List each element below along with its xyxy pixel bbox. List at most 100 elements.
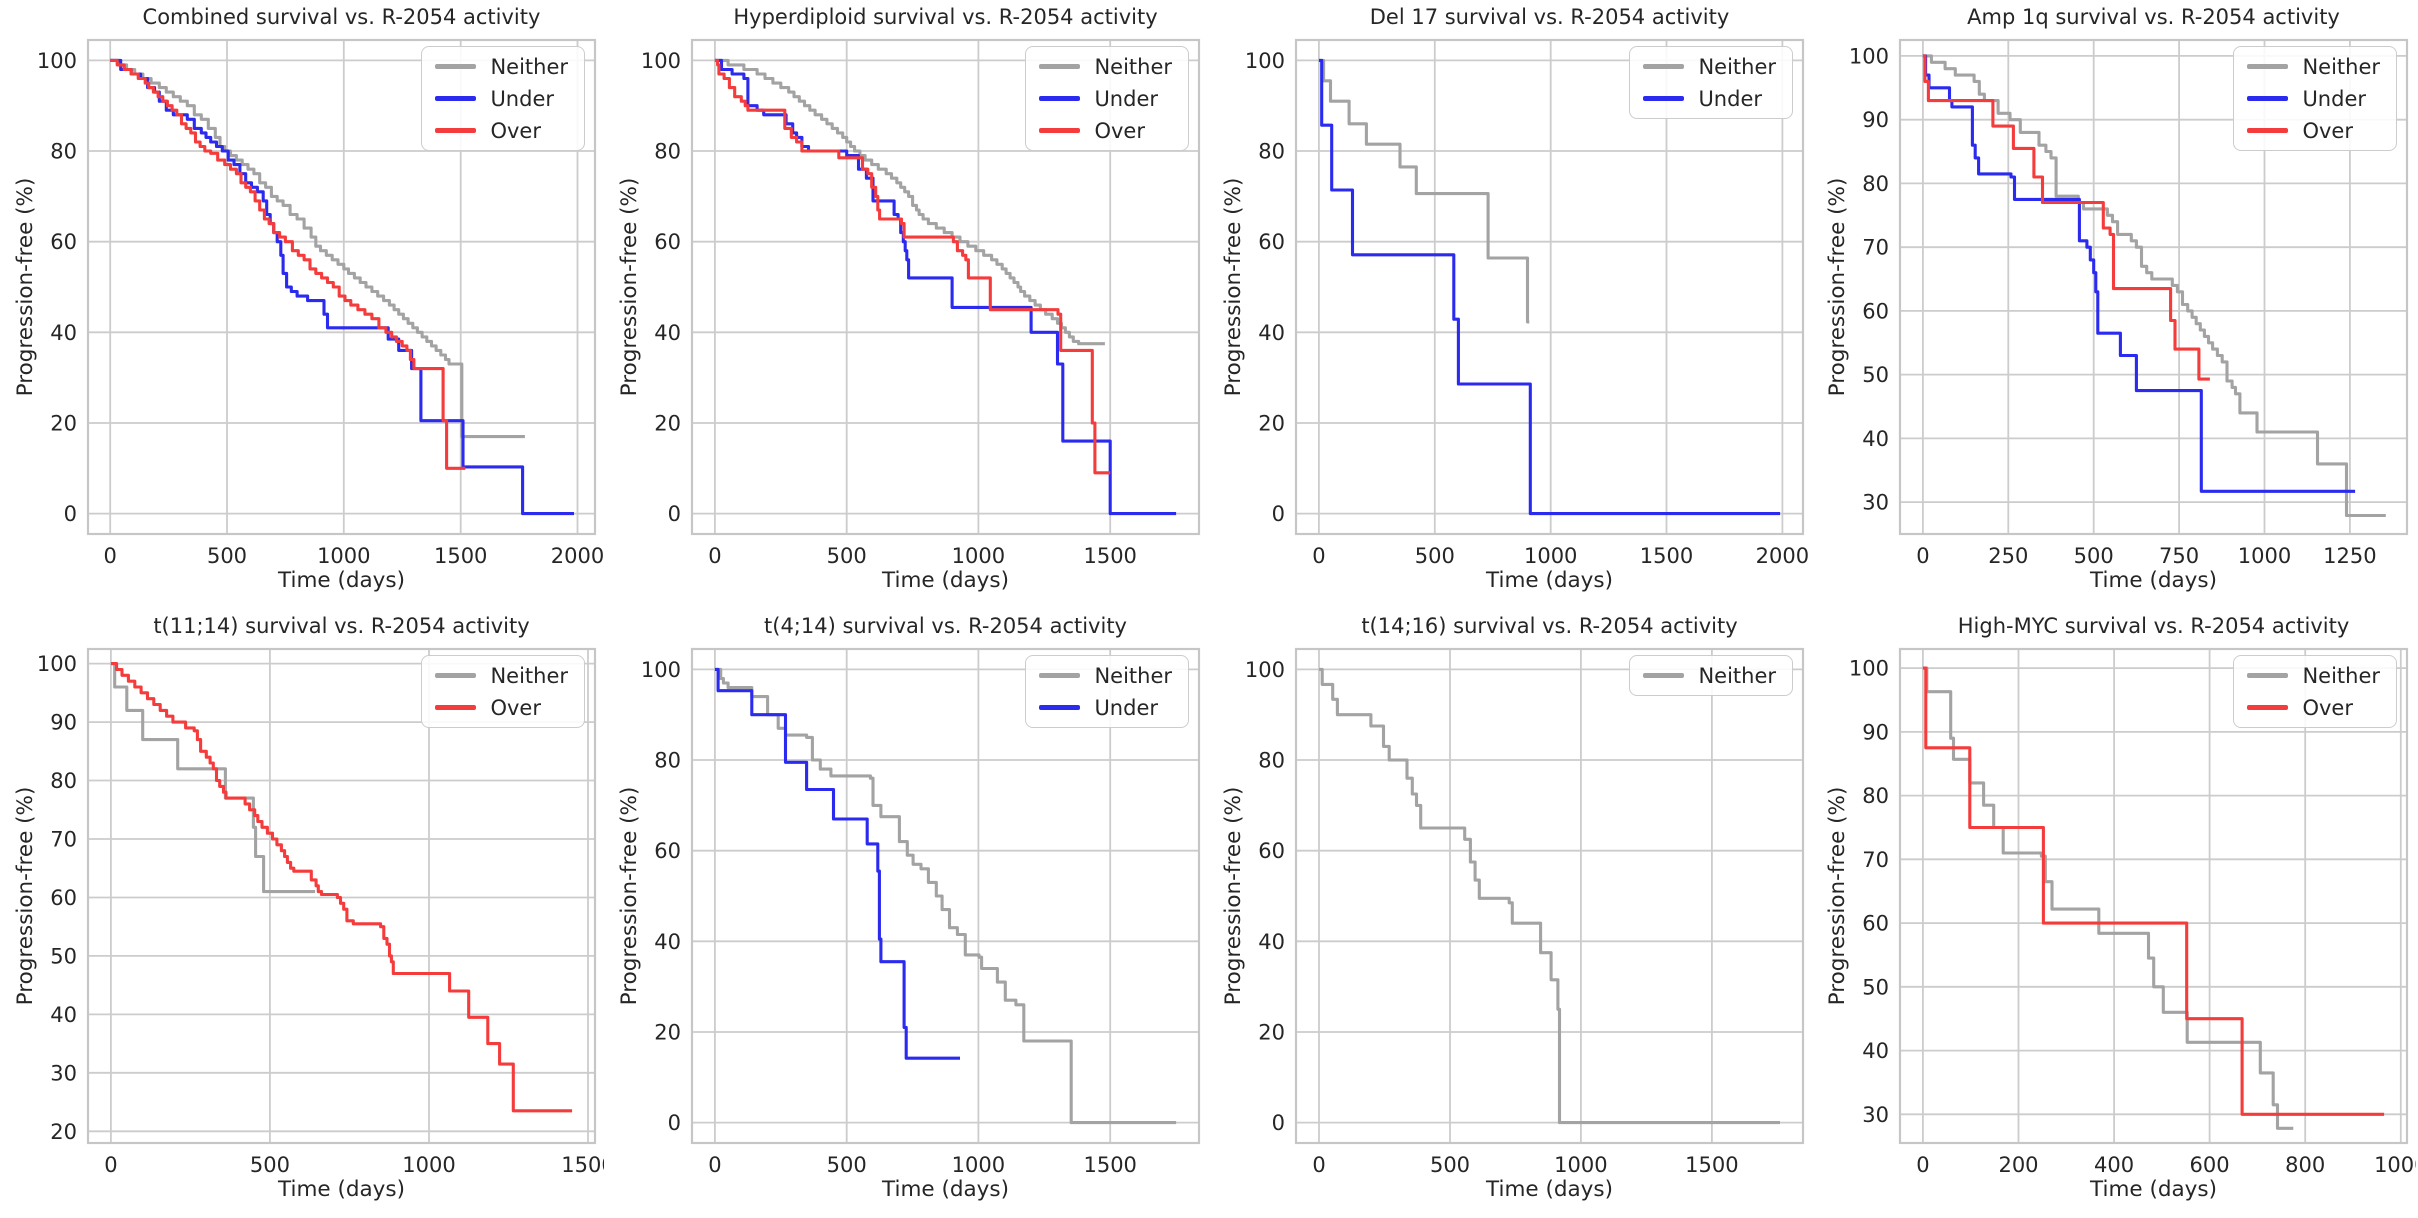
x-tick-label: 1500: [1685, 1153, 1738, 1177]
y-tick-label: 0: [1272, 502, 1285, 526]
legend-item: Over: [435, 694, 568, 721]
y-tick-label: 20: [654, 1021, 681, 1045]
x-tick-label: 0: [708, 544, 721, 568]
y-tick-label: 100: [1849, 657, 1889, 681]
plot-area: 0 200 400 600 800 1000 30 40 50 60 70 80 90 100: [1849, 647, 2416, 1177]
km-curve-neither: [1922, 54, 2386, 518]
y-tick-label: 20: [1258, 412, 1285, 436]
y-tick-label: 50: [1862, 363, 1889, 387]
y-tick-label: 20: [654, 412, 681, 436]
y-tick-label: 90: [50, 711, 77, 735]
chart-title: Hyperdiploid survival vs. R-2054 activit…: [733, 5, 1158, 29]
km-curve-over: [1922, 666, 2385, 1116]
x-axis-label: Time (days): [1486, 1177, 1613, 1202]
y-tick-label: 100: [37, 49, 77, 73]
legend-line-swatch: [435, 673, 477, 678]
legend-label: Neither: [490, 54, 568, 79]
y-tick-label: 80: [50, 769, 77, 793]
legend-label: Neither: [2302, 663, 2380, 688]
x-tick-label: 500: [207, 544, 247, 568]
x-tick-label: 0: [1312, 544, 1325, 568]
legend: Neither Under Over: [421, 46, 585, 151]
legend-label: Over: [490, 118, 541, 143]
chart-title: Combined survival vs. R-2054 activity: [142, 5, 541, 29]
x-tick-label: 200: [1998, 1153, 2038, 1177]
x-axis-label: Time (days): [882, 1177, 1009, 1202]
y-tick-label: 60: [1258, 230, 1285, 254]
axes-frame: [690, 38, 1201, 536]
km-curve-neither: [110, 58, 525, 439]
axes-frame: [1898, 38, 2409, 536]
x-tick-label: 0: [1916, 544, 1929, 568]
y-tick-label: 80: [1258, 749, 1285, 773]
y-tick-label: 90: [1862, 720, 1889, 744]
legend-line-swatch: [2247, 96, 2289, 101]
plot-area: 0 500 1000 1500 2000 0 20 40 60 80 100: [1245, 38, 1809, 568]
x-axis-label: Time (days): [278, 568, 405, 593]
x-axis-label: Time (days): [882, 568, 1009, 593]
x-tick-label: 1250: [2323, 544, 2376, 568]
x-tick-label: 1000: [2238, 544, 2291, 568]
y-tick-label: 40: [1258, 321, 1285, 345]
x-tick-label: 2000: [551, 544, 604, 568]
x-tick-label: 1500: [1640, 544, 1693, 568]
legend-label: Under: [1698, 86, 1763, 111]
legend: Neither Under: [1629, 46, 1793, 119]
x-axis-label: Time (days): [2090, 1177, 2217, 1202]
legend-line-swatch: [2247, 673, 2289, 678]
legend-line-swatch: [1643, 96, 1685, 101]
y-tick-label: 80: [1862, 784, 1889, 808]
km-curve-under: [110, 58, 574, 516]
legend-item: Neither: [2247, 662, 2380, 689]
chart-title: t(4;14) survival vs. R-2054 activity: [764, 614, 1127, 638]
x-tick-label: 250: [1988, 544, 2028, 568]
legend-item: Under: [1039, 694, 1172, 721]
legend-label: Neither: [1094, 663, 1172, 688]
legend-item: Under: [1039, 85, 1172, 112]
x-tick-label: 500: [1430, 1153, 1470, 1177]
x-tick-label: 0: [104, 544, 117, 568]
legend-item: Neither: [1039, 53, 1172, 80]
legend-item: Over: [2247, 117, 2380, 144]
y-tick-label: 80: [1258, 140, 1285, 164]
legend-label: Under: [1094, 86, 1159, 111]
x-tick-label: 1000: [1524, 544, 1577, 568]
y-tick-label: 60: [1862, 299, 1889, 323]
legend-label: Neither: [1094, 54, 1172, 79]
x-tick-label: 400: [2094, 1153, 2134, 1177]
y-tick-label: 30: [1862, 491, 1889, 515]
plot-area: 0 250 500 750 1000 1250 30 40 50 60 70 80 90 100: [1849, 38, 2409, 568]
legend-label: Under: [1094, 695, 1159, 720]
legend-line-swatch: [2247, 705, 2289, 710]
subplot-t14-16: t(14;16) survival vs. R-2054 activity Pr…: [1208, 609, 1812, 1218]
legend-item: Neither: [1643, 662, 1776, 689]
legend-label: Neither: [1698, 54, 1776, 79]
legend-label: Neither: [2302, 54, 2380, 79]
y-tick-label: 50: [1862, 975, 1889, 999]
legend: Neither Over: [2233, 655, 2397, 728]
km-curve-under: [1318, 58, 1781, 516]
x-tick-label: 500: [827, 1153, 867, 1177]
x-tick-label: 0: [1312, 1153, 1325, 1177]
subplot-high-myc: High-MYC survival vs. R-2054 activity Pr…: [1812, 609, 2416, 1218]
y-tick-label: 80: [50, 140, 77, 164]
y-tick-label: 30: [1862, 1103, 1889, 1127]
plot-area: 0 500 1000 1500 0 20 40 60 80 100: [641, 38, 1201, 568]
legend-line-swatch: [2247, 128, 2289, 133]
km-curve-neither: [1319, 667, 1780, 1125]
x-tick-label: 1500: [1083, 544, 1136, 568]
legend-line-swatch: [435, 64, 477, 69]
chart-title: t(11;14) survival vs. R-2054 activity: [153, 614, 530, 638]
x-tick-label: 0: [708, 1153, 721, 1177]
x-tick-label: 500: [827, 544, 867, 568]
subplot-t11-14: t(11;14) survival vs. R-2054 activity Pr…: [0, 609, 604, 1218]
km-curve-over: [714, 58, 1111, 475]
legend-label: Over: [2302, 695, 2353, 720]
y-tick-label: 20: [1258, 1021, 1285, 1045]
y-tick-label: 60: [1258, 839, 1285, 863]
y-tick-label: 70: [1862, 236, 1889, 260]
x-tick-label: 1500: [1083, 1153, 1136, 1177]
legend: Neither Under Over: [1025, 46, 1189, 151]
legend-line-swatch: [1039, 128, 1081, 133]
